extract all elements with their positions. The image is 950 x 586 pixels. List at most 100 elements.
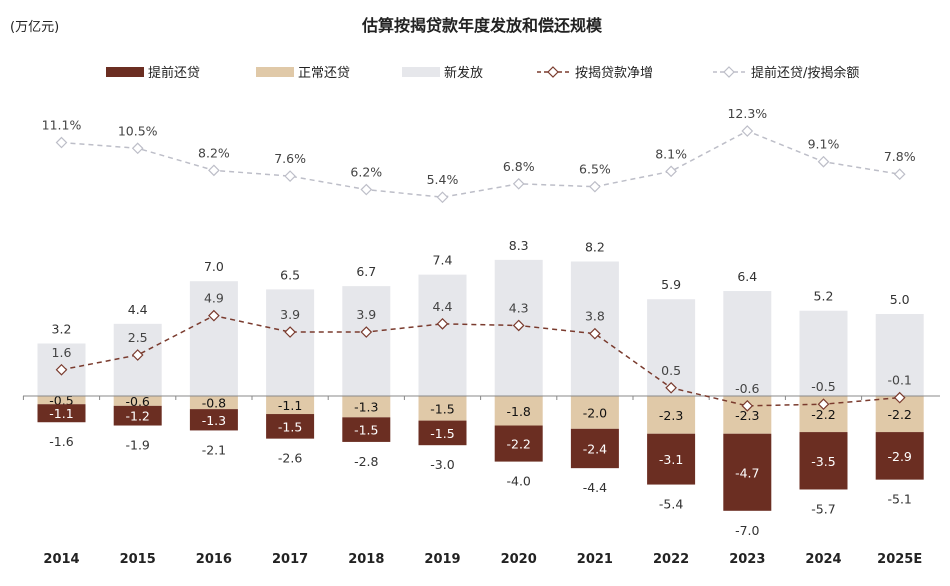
legend-item: 新发放 (402, 65, 483, 81)
label-normal-repayment: -2.0 (583, 405, 607, 420)
label-prepayment: -1.5 (430, 426, 454, 441)
bar-new-issuance (189, 281, 238, 396)
net-increase-point (436, 317, 449, 330)
label-normal-repayment: -1.3 (354, 400, 378, 415)
prepayment-ratio-label: 12.3% (727, 106, 767, 121)
prepayment-ratio-label: 9.1% (808, 137, 840, 152)
prepayment-ratio-point (131, 142, 144, 155)
prepayment-ratio-point (208, 164, 220, 177)
net-increase-label: 4.3 (509, 300, 529, 315)
bar-prepayment (494, 425, 543, 462)
label-normal-repayment: -1.5 (430, 401, 454, 416)
label-new-issuance: 7.4 (433, 253, 453, 268)
label-new-issuance: 3.2 (52, 322, 72, 337)
x-tick-label: 2024 (805, 552, 841, 567)
legend-swatch (402, 67, 440, 77)
net-increase-line (61, 314, 900, 407)
net-increase-label: 3.9 (356, 307, 376, 322)
label-prepayment: -1.3 (202, 413, 226, 428)
label-prepayment: -2.2 (507, 437, 531, 452)
net-increase-point (131, 349, 144, 361)
bar-normal-repayment (418, 396, 467, 421)
prepayment-ratio-point (55, 136, 68, 149)
legend-label: 新发放 (444, 65, 483, 81)
net-increase-point (893, 391, 906, 404)
x-tick-label: 2018 (348, 552, 384, 567)
legend-item: 正常还贷 (256, 66, 350, 81)
legend-item: 提前还贷/按揭余额 (713, 65, 859, 81)
prepayment-ratio-label: 10.5% (118, 123, 158, 138)
bar-normal-repayment (494, 396, 543, 426)
net-increase-point (665, 381, 677, 394)
x-tick-label: 2015 (120, 552, 156, 567)
x-tick-label: 2016 (196, 552, 232, 567)
x-tick-label: 2017 (272, 552, 308, 567)
legend-label: 提前还贷 (148, 65, 200, 81)
label-normal-repayment: -2.2 (888, 407, 912, 422)
bar-prepayment (266, 414, 315, 439)
net-increase-label: 3.9 (280, 307, 300, 322)
prepayment-ratio-line (61, 130, 900, 198)
legend-swatch (256, 67, 294, 77)
x-tick-label: 2014 (43, 552, 79, 567)
label-repayment-total: -3.0 (430, 457, 454, 472)
label-normal-repayment: -2.3 (735, 408, 759, 423)
legend-label: 按揭贷款净增 (575, 66, 653, 81)
net-increase-label: 0.5 (661, 363, 681, 378)
legend-item: 按揭贷款净增 (537, 66, 653, 81)
label-normal-repayment: -2.2 (811, 407, 835, 422)
prepayment-ratio-label: 6.2% (350, 165, 382, 180)
label-prepayment: -2.4 (583, 441, 607, 456)
prepayment-ratio-label: 8.1% (655, 146, 687, 161)
net-increase-label: -0.5 (811, 379, 835, 394)
prepayment-ratio-point (589, 180, 601, 193)
prepayment-ratio-label: 6.8% (503, 159, 535, 174)
prepayment-ratio-point (512, 177, 525, 190)
net-increase-label: 1.6 (52, 345, 72, 360)
label-repayment-total: -2.6 (278, 451, 302, 466)
net-increase-point (360, 326, 373, 338)
legend-label: 正常还贷 (298, 66, 350, 81)
label-repayment-total: -5.1 (888, 492, 912, 507)
label-prepayment: -3.1 (659, 452, 683, 467)
bar-new-issuance (799, 310, 848, 396)
label-prepayment: -1.2 (126, 409, 150, 424)
label-new-issuance: 4.4 (128, 302, 148, 317)
bar-new-issuance (418, 274, 467, 396)
label-repayment-total: -2.1 (202, 442, 226, 457)
label-prepayment: -3.5 (811, 454, 835, 469)
net-increase-label: 4.9 (204, 291, 224, 306)
label-normal-repayment: -1.8 (507, 404, 531, 419)
x-tick-label: 2020 (501, 552, 537, 567)
label-prepayment: -2.9 (888, 449, 912, 464)
prepayment-ratio-point (817, 155, 830, 168)
label-normal-repayment: -1.1 (278, 398, 302, 413)
label-new-issuance: 5.0 (890, 292, 910, 307)
label-new-issuance: 7.0 (204, 259, 224, 274)
bar-new-issuance (723, 291, 772, 396)
label-new-issuance: 8.3 (509, 238, 529, 253)
bar-normal-repayment (647, 396, 696, 434)
label-repayment-total: -2.8 (354, 454, 378, 469)
bar-prepayment (647, 433, 696, 485)
prepayment-ratio-point (360, 183, 373, 196)
prepayment-ratio-label: 5.4% (427, 172, 459, 187)
label-repayment-total: -7.0 (735, 523, 759, 538)
prepayment-ratio-point (665, 165, 677, 178)
bar-new-issuance (266, 289, 315, 396)
net-increase-label: 3.8 (585, 309, 605, 324)
label-new-issuance: 5.2 (814, 289, 834, 304)
label-new-issuance: 6.5 (280, 267, 300, 282)
label-new-issuance: 6.7 (356, 264, 376, 279)
x-tick-label: 2021 (577, 552, 613, 567)
net-increase-point (512, 319, 525, 332)
bar-prepayment (723, 433, 772, 511)
chart-title: 估算按揭贷款年度发放和偿还规模 (361, 16, 603, 35)
bar-prepayment (875, 432, 924, 480)
plot-area: 3.2-0.5-1.1-1.620144.4-0.6-1.2-1.920157.… (22, 106, 940, 567)
bar-prepayment (189, 409, 238, 431)
prepayment-ratio-point (741, 125, 754, 137)
label-repayment-total: -1.9 (126, 438, 150, 453)
bar-normal-repayment (570, 396, 619, 429)
